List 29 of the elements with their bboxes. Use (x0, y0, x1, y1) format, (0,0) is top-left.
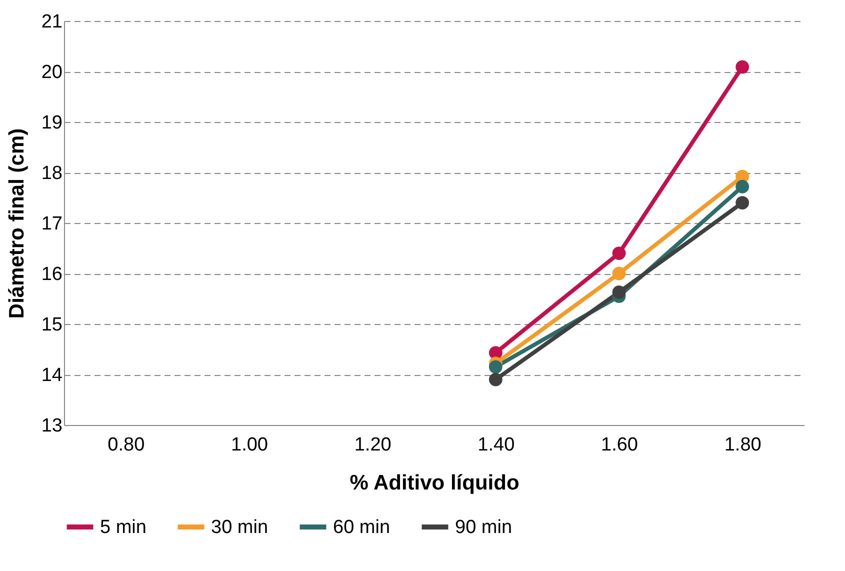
legend-label: 90 min (455, 517, 512, 538)
point (612, 285, 626, 299)
y-tick-label: 16 (41, 264, 62, 285)
x-tick-label: 0.80 (108, 434, 145, 456)
y-tick-label: 14 (41, 365, 63, 386)
y-tick-label: 21 (41, 12, 62, 32)
point (612, 266, 626, 280)
x-tick-label: 1.80 (724, 434, 762, 456)
x-tick-label: 1.40 (478, 434, 515, 456)
point (612, 246, 626, 260)
y-tick-label: 18 (41, 163, 62, 184)
x-tick-label: 1.20 (354, 434, 392, 456)
y-tick-label: 20 (41, 62, 62, 83)
legend-label: 30 min (211, 517, 268, 538)
x-tick-label: 1.60 (601, 434, 638, 456)
x-tick-label: 1.00 (231, 434, 268, 456)
y-tick-label: 15 (41, 314, 62, 336)
legend-label: 5 min (100, 517, 146, 538)
point (736, 196, 750, 210)
point (488, 372, 502, 386)
legend-label: 60 min (333, 517, 390, 538)
point (488, 360, 502, 374)
point (736, 180, 750, 194)
x-axis-title: % Aditivo líquido (350, 472, 520, 494)
y-axis-title: Diámetro final (cm) (5, 128, 28, 319)
y-tick-label: 17 (41, 214, 62, 234)
y-tick-label: 19 (41, 112, 62, 134)
y-tick-label: 13 (41, 416, 62, 436)
point (736, 60, 750, 74)
